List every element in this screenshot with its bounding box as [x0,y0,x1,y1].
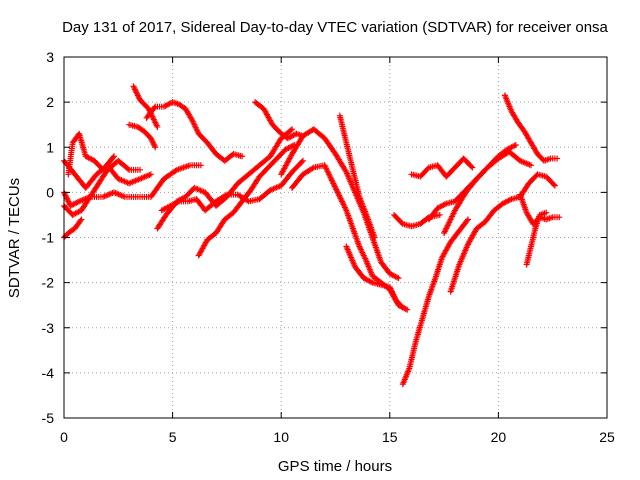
data-point [554,155,561,162]
data-point [154,123,161,130]
data-point [239,153,246,160]
y-tick-label: -3 [42,320,55,336]
y-tick-label: -1 [42,230,55,246]
data-point [197,162,204,169]
grid-lines [64,57,607,418]
data-point [152,144,159,151]
data-point [512,141,519,148]
data-point [289,126,296,133]
y-tick-label: 1 [46,139,54,155]
data-point [371,234,378,241]
x-tick-label: 5 [169,429,177,445]
series-track-5 [65,130,117,178]
series-track-23 [501,92,561,164]
data-point [395,275,402,282]
data-point [543,209,550,216]
data-point [398,303,405,310]
data-point [436,211,443,218]
series-track-7 [126,121,159,151]
series-track-14 [289,162,411,313]
x-tick-label: 25 [599,429,615,445]
y-tick-label: -4 [42,365,55,381]
y-tick-label: 3 [46,49,54,65]
y-tick-label: -2 [42,275,55,291]
data-point [556,214,563,221]
data-point [147,171,154,178]
series-track-16 [343,243,406,311]
data-point [469,164,476,171]
x-tick-label: 0 [60,429,68,445]
series-track-4 [61,216,85,241]
series-track-15 [336,112,378,241]
series-track-21 [441,148,534,236]
series-track-24 [517,191,563,227]
y-tick-label: 2 [46,94,54,110]
data-point [151,104,158,111]
series-track-19 [408,155,476,180]
data-point [110,153,117,160]
data-points [61,83,563,388]
axis-ticks: 0 5 10 15 20 25 -5 -4 -3 -2 -1 0 1 2 3 [42,49,615,445]
series-track-6 [130,83,161,130]
series-track-25 [523,209,550,268]
y-tick-label: -5 [42,410,55,426]
series-track-1 [61,157,154,191]
data-point [404,306,411,313]
series-track-18 [399,216,471,388]
series-track-22 [447,171,558,295]
y-tick-label: 0 [46,184,54,200]
x-tick-label: 20 [491,429,507,445]
series-track-2 [61,162,204,209]
x-tick-label: 10 [273,429,289,445]
y-axis-label: SDTVAR / TECUs [6,178,23,298]
data-point [77,217,84,224]
data-point [468,163,475,170]
data-point [287,127,294,134]
data-point [309,165,316,172]
data-point [551,182,558,189]
series-track-3 [61,157,144,218]
data-point [399,304,406,311]
data-point [109,154,116,161]
data-point [464,216,471,223]
series-track-12 [252,99,306,142]
chart-title: Day 131 of 2017, Sidereal Day-to-day VTE… [62,19,608,36]
data-point [464,217,471,224]
data-point [124,165,131,172]
series-track-11 [195,141,298,259]
series-track-8 [143,99,246,164]
data-point [299,157,306,164]
data-point [78,216,85,223]
data-point [298,158,305,165]
x-tick-label: 15 [382,429,398,445]
data-point [222,192,229,199]
x-axis-label: GPS time / hours [278,458,392,475]
data-point [527,162,534,169]
series-track-17 [391,211,443,230]
data-point [550,181,557,188]
data-point [137,166,144,173]
